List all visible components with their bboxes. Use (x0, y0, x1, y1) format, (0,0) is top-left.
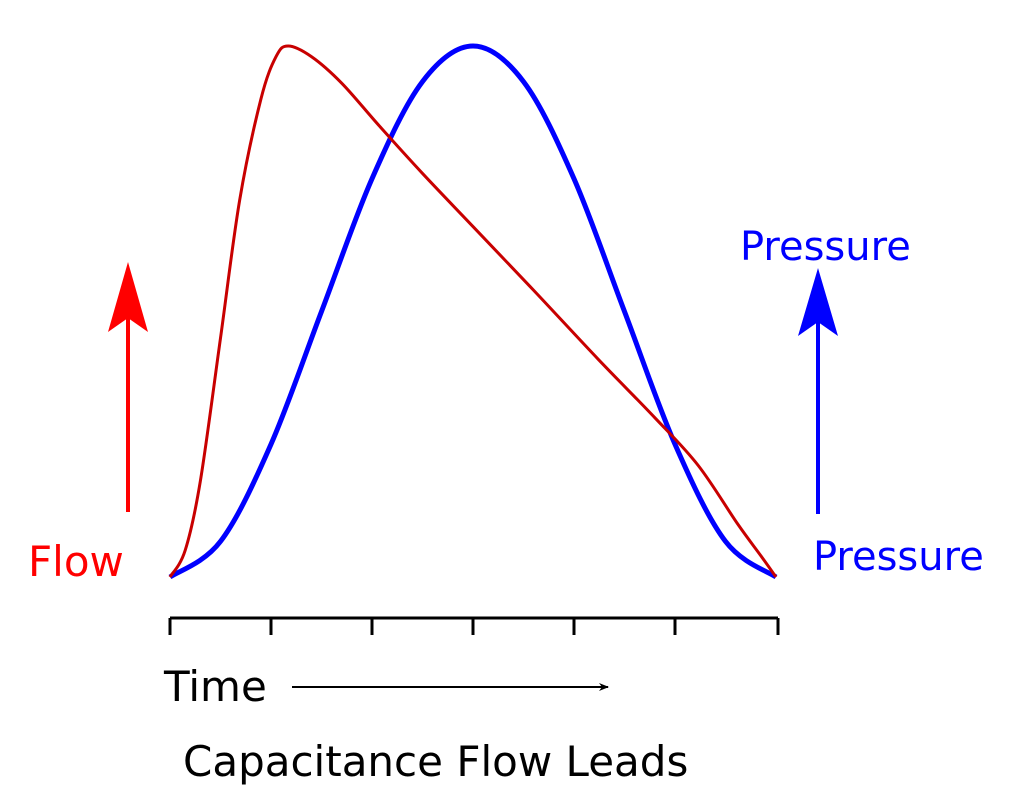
time-axis (168, 616, 780, 635)
flow-up-arrow (108, 262, 148, 512)
flow-curve (168, 44, 778, 578)
flow-label: Flow (28, 537, 124, 586)
pressure-up-arrow (798, 268, 838, 514)
diagram-title: Capacitance Flow Leads (183, 737, 688, 786)
pressure-top-label: Pressure (740, 224, 911, 270)
time-label: Time (163, 662, 267, 711)
pressure-curve (168, 43, 778, 580)
pressure-right-label: Pressure (813, 534, 984, 580)
